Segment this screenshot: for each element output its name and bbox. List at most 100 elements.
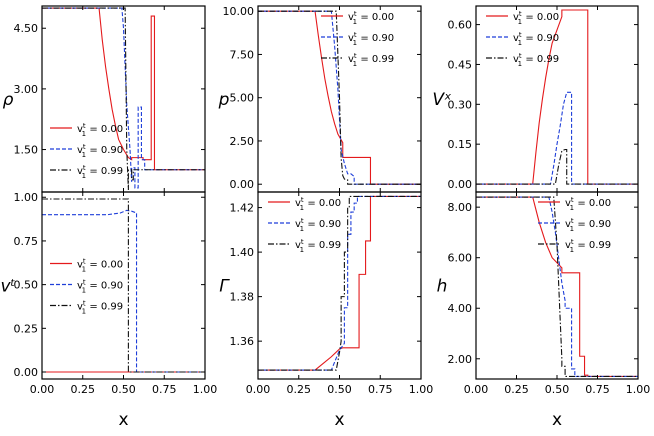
series-line-h-1 xyxy=(476,196,638,378)
series-line-vt-1 xyxy=(42,209,205,373)
series-line-gamma-0 xyxy=(258,195,421,371)
series-line-rho-0 xyxy=(42,7,205,171)
legend-h: vt 1 = 0.00 vt 1 = 0.90 vt 1 = 0.99 xyxy=(538,196,611,254)
legend-p: vt 1 = 0.00 vt 1 = 0.90 vt 1 = 0.99 xyxy=(321,10,394,68)
legend-label-rho-0: vt 1 = 0.00 xyxy=(77,122,123,138)
ytick-label-gamma-1: 1.38 xyxy=(230,291,255,304)
ytick-label-vt-1: 0.25 xyxy=(14,322,39,335)
legend-label-rho-1: vt 1 = 0.90 xyxy=(77,143,123,159)
ytick-label-p-3: 7.50 xyxy=(230,48,255,61)
axes-frame-vt xyxy=(41,191,206,380)
xlabel-h: x xyxy=(552,410,562,430)
ytick-label-p-1: 2.50 xyxy=(230,135,255,148)
legend-label-vx-1: vt 1 = 0.90 xyxy=(513,31,559,47)
ytick-label-vt-0: 0.00 xyxy=(14,366,39,379)
ytick-label-vx-0: 0.00 xyxy=(448,178,473,191)
legend-label-vx-0: vt 1 = 0.00 xyxy=(513,10,559,26)
ytick-label-vt-3: 0.75 xyxy=(14,235,39,248)
series-line-gamma-2 xyxy=(258,195,421,371)
ylabel-vx: Vˣ xyxy=(432,90,452,110)
legend-gamma: vt 1 = 0.00 vt 1 = 0.90 vt 1 = 0.99 xyxy=(268,196,341,254)
xtick-label-gamma-3: 0.75 xyxy=(368,383,393,396)
ylabel-p: p xyxy=(218,90,230,110)
xlabel-gamma: x xyxy=(334,410,344,430)
legend-label-vt-0: vt 1 = 0.00 xyxy=(77,258,123,274)
xtick-label-gamma-1: 0.25 xyxy=(287,383,312,396)
ytick-label-p-4: 10.00 xyxy=(223,5,255,18)
ytick-label-gamma-0: 1.36 xyxy=(230,335,255,348)
ylabel-vt: vᵗ xyxy=(0,277,15,297)
legend-label-vt-1: vt 1 = 0.90 xyxy=(77,279,123,295)
xtick-label-h-0: 0.00 xyxy=(464,383,489,396)
series-line-p-0 xyxy=(258,10,421,185)
xtick-label-vt-2: 0.50 xyxy=(111,383,136,396)
legend-label-vx-2: vt 1 = 0.99 xyxy=(513,52,559,68)
series-line-vt-2 xyxy=(42,198,205,373)
ytick-label-vt-4: 1.00 xyxy=(14,191,39,204)
ylabel-gamma: Γ xyxy=(219,277,230,297)
xtick-label-gamma-0: 0.00 xyxy=(246,383,271,396)
panel-h: 2.00 4.00 6.00 8.00 0.00 0.25 0.50 0.75 1.00 h x vt… xyxy=(437,191,651,430)
series-line-vx-1 xyxy=(476,91,638,185)
ylabel-rho: ρ xyxy=(3,90,14,110)
legend-label-p-2: vt 1 = 0.99 xyxy=(348,52,394,68)
legend-label-h-2: vt 1 = 0.99 xyxy=(565,238,611,254)
ytick-label-vx-2: 0.30 xyxy=(448,98,473,111)
ytick-label-rho-1: 3.00 xyxy=(14,83,39,96)
series-line-rho-2 xyxy=(42,7,205,191)
xtick-label-vt-0: 0.00 xyxy=(30,383,55,396)
legend-label-p-0: vt 1 = 0.00 xyxy=(348,10,394,26)
series-line-vx-0 xyxy=(476,9,638,185)
ytick-label-vx-1: 0.15 xyxy=(448,138,473,151)
ytick-label-p-2: 5.00 xyxy=(230,92,255,105)
xtick-label-gamma-4: 1.00 xyxy=(409,383,434,396)
xtick-label-vt-3: 0.75 xyxy=(152,383,177,396)
ytick-label-h-1: 4.00 xyxy=(448,302,473,315)
legend-rho: vt 1 = 0.00 vt 1 = 0.90 vt 1 = 0.99 xyxy=(50,122,123,180)
legend-label-h-0: vt 1 = 0.00 xyxy=(565,196,611,212)
ytick-label-rho-2: 4.50 xyxy=(14,22,39,35)
xtick-label-h-1: 0.25 xyxy=(504,383,529,396)
ytick-label-h-3: 8.00 xyxy=(448,201,473,214)
ytick-label-p-0: 0.00 xyxy=(230,178,255,191)
legend-label-gamma-0: vt 1 = 0.00 xyxy=(295,196,341,212)
xlabel-vt: x xyxy=(118,410,128,430)
ytick-label-vx-3: 0.45 xyxy=(448,58,473,71)
ytick-label-h-2: 6.00 xyxy=(448,252,473,265)
legend-label-vt-2: vt 1 = 0.99 xyxy=(77,300,123,316)
ytick-label-rho-0: 1.50 xyxy=(14,144,39,157)
ytick-label-vx-4: 0.60 xyxy=(448,19,473,32)
series-line-vx-2 xyxy=(476,148,638,185)
series-line-rho-1 xyxy=(42,7,205,189)
legend-label-h-1: vt 1 = 0.90 xyxy=(565,217,611,233)
series-line-gamma-1 xyxy=(258,195,421,371)
legend-label-p-1: vt 1 = 0.90 xyxy=(348,31,394,47)
ylabel-h: h xyxy=(437,277,448,297)
xtick-label-h-2: 0.50 xyxy=(545,383,570,396)
axes-frame-h xyxy=(475,191,639,380)
ytick-label-gamma-3: 1.42 xyxy=(230,202,255,215)
legend-label-rho-2: vt 1 = 0.99 xyxy=(77,164,123,180)
xtick-label-vt-1: 0.25 xyxy=(71,383,96,396)
ytick-label-gamma-2: 1.40 xyxy=(230,246,255,259)
legend-label-gamma-1: vt 1 = 0.90 xyxy=(295,217,341,233)
series-line-p-1 xyxy=(258,10,421,185)
xtick-label-h-4: 1.00 xyxy=(626,383,651,396)
xtick-label-gamma-2: 0.50 xyxy=(327,383,352,396)
legend-vx: vt 1 = 0.00 vt 1 = 0.90 vt 1 = 0.99 xyxy=(486,10,559,68)
panel-vt: 0.00 0.25 0.50 0.75 1.00 0.00 0.25 0.50 0.75 1.00… xyxy=(0,191,217,430)
ytick-label-vt-2: 0.50 xyxy=(14,279,39,292)
xtick-label-vt-4: 1.00 xyxy=(193,383,218,396)
series-line-p-2 xyxy=(258,10,421,185)
panel-gamma: 1.36 1.38 1.40 1.42 0.00 0.25 0.50 0.75 1.00 Γx vt… xyxy=(219,191,434,430)
legend-vt: vt 1 = 0.00 vt 1 = 0.90 vt 1 = 0.99 xyxy=(50,258,123,316)
xtick-label-h-3: 0.75 xyxy=(585,383,610,396)
ytick-label-h-0: 2.00 xyxy=(448,353,473,366)
series-line-h-0 xyxy=(476,196,638,378)
legend-label-gamma-2: vt 1 = 0.99 xyxy=(295,238,341,254)
series-line-h-2 xyxy=(476,196,638,378)
